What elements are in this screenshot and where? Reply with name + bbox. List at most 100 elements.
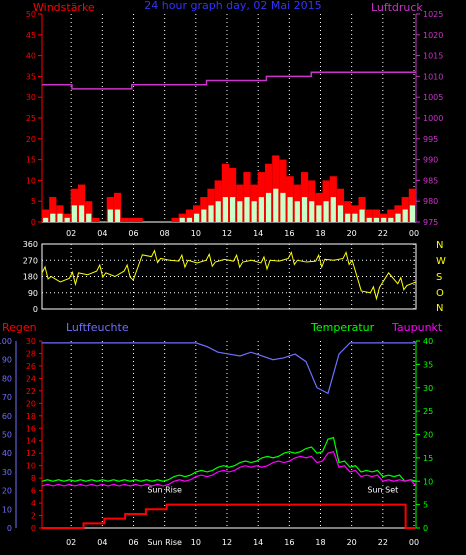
mean-wind-bar — [258, 197, 264, 222]
humidity-tick-label: 0 — [7, 524, 12, 533]
luftdruck-label: Luftdruck — [371, 1, 423, 14]
left-tick-label: 35 — [26, 72, 36, 81]
mean-wind-bar — [402, 209, 408, 222]
humidity-tick-label: 40 — [2, 449, 12, 458]
gust-bar — [49, 197, 57, 222]
gust-bar — [106, 197, 114, 222]
mean-wind-bar — [43, 217, 49, 222]
mean-wind-bar — [222, 197, 228, 222]
chart-title: 24 hour graph day, 02 Mai 2015 — [144, 0, 321, 12]
right-tick-label: 1015 — [423, 52, 443, 61]
rain-tick-label: 6 — [31, 487, 36, 496]
mean-wind-bar — [294, 201, 300, 222]
humidity-line — [42, 342, 416, 395]
rain-tick-label: 18 — [26, 412, 36, 421]
mean-wind-bar — [301, 197, 308, 222]
bottom-x-tick-label: Sun Rise — [147, 538, 182, 547]
left-tick-label: 40 — [26, 52, 36, 61]
humidity-tick-label: 50 — [2, 431, 12, 440]
left-tick-label: 10 — [26, 176, 36, 185]
gust-bar — [128, 217, 136, 222]
gust-bar — [372, 209, 381, 222]
gust-bar — [365, 209, 373, 222]
mean-wind-bar — [215, 201, 221, 222]
temp-tick-label: 25 — [423, 407, 433, 416]
gust-bar — [121, 217, 129, 222]
x-tick-label: 08 — [160, 229, 170, 238]
wind-direction-line — [41, 249, 417, 301]
mean-wind-bar — [366, 217, 372, 222]
right-tick-label: 990 — [423, 156, 438, 165]
left-tick-label: 20 — [26, 135, 36, 144]
bottom-x-tick-label: 00 — [409, 538, 419, 547]
sun-set-annotation: Sun Set — [367, 485, 398, 494]
right-tick-label: 1005 — [423, 93, 443, 102]
mean-wind-bar — [78, 205, 85, 222]
right-tick-label: 1000 — [423, 114, 443, 123]
gust-bar — [279, 159, 287, 222]
x-tick-label: 14 — [253, 229, 263, 238]
dewpoint-line — [41, 450, 417, 487]
compass-label: W — [436, 256, 446, 267]
mean-wind-bar — [64, 217, 70, 222]
wind-pressure-panel: 0510152025303540455097598098599099510001… — [26, 10, 444, 238]
rain-tick-label: 4 — [31, 499, 36, 508]
regen-label: Regen — [2, 321, 37, 334]
gust-bar — [85, 201, 93, 222]
direction-tick-label: 0 — [33, 305, 38, 314]
temp-tick-label: 20 — [423, 431, 433, 440]
x-tick-label: 00 — [409, 229, 419, 238]
gust-bar — [92, 217, 100, 222]
temp-tick-label: 35 — [423, 360, 433, 369]
direction-tick-label: 90 — [28, 289, 38, 298]
x-tick-label: 06 — [128, 229, 138, 238]
rain-tick-label: 24 — [26, 374, 36, 383]
bottom-x-tick-label: 12 — [222, 538, 232, 547]
gust-bar — [77, 184, 86, 222]
mean-wind-bar — [409, 205, 415, 222]
right-tick-label: 1025 — [423, 10, 443, 19]
mean-wind-bar — [186, 217, 193, 222]
rain-tick-label: 26 — [26, 362, 36, 371]
x-tick-label: 02 — [66, 229, 76, 238]
mean-wind-bar — [201, 209, 207, 222]
humidity-tick-label: 60 — [2, 412, 12, 421]
left-tick-label: 5 — [31, 197, 36, 206]
rain-tick-label: 30 — [26, 337, 36, 346]
mean-wind-bar — [208, 205, 214, 222]
rain-tick-label: 16 — [26, 424, 36, 433]
rain-tick-label: 10 — [26, 462, 36, 471]
left-tick-label: 0 — [31, 218, 36, 227]
bottom-x-tick-label: 20 — [347, 538, 357, 547]
compass-label: S — [436, 272, 442, 283]
mean-wind-bar — [316, 205, 322, 222]
right-tick-label: 980 — [423, 197, 438, 206]
temp-tick-label: 30 — [423, 384, 433, 393]
gust-bar — [229, 167, 237, 222]
mean-wind-bar — [323, 201, 329, 222]
mean-wind-bar — [280, 192, 286, 222]
compass-label: N — [436, 240, 443, 251]
gust-bar — [387, 209, 395, 222]
temperature-line — [41, 436, 417, 482]
mean-wind-bar — [287, 197, 293, 222]
left-tick-label: 30 — [26, 93, 36, 102]
x-tick-label: 22 — [378, 229, 388, 238]
humidity-tick-label: 10 — [2, 505, 12, 514]
rain-tick-label: 22 — [26, 387, 36, 396]
rain-tick-label: 12 — [26, 449, 36, 458]
rain-tick-label: 8 — [31, 474, 36, 483]
bottom-x-tick-label: 16 — [284, 538, 294, 547]
gust-bar — [200, 197, 208, 222]
mean-wind-bar — [345, 213, 351, 222]
temperature-humidity-rain-panel: 0102030405060708090100024681012141618202… — [0, 337, 433, 547]
mean-wind-bar — [237, 201, 243, 222]
bottom-x-tick-label: 04 — [97, 538, 107, 547]
rain-tick-label: 20 — [26, 399, 36, 408]
mean-wind-bar — [352, 213, 358, 222]
mean-wind-bar — [395, 213, 401, 222]
gust-bar — [344, 201, 352, 222]
bottom-x-tick-label: 10 — [191, 538, 201, 547]
mean-wind-bar — [265, 192, 272, 222]
